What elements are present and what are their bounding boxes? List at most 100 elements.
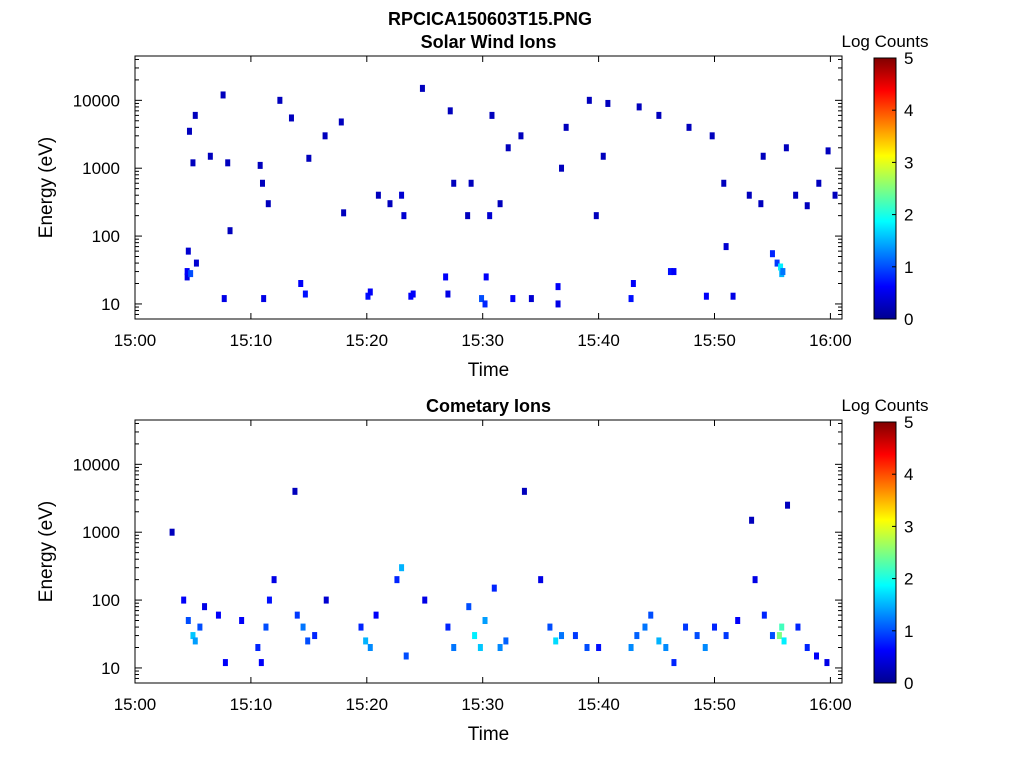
x-tick-label: 15:00 [114,331,157,350]
heatmap-cell [730,292,736,300]
x-tick-label: 16:00 [809,695,852,714]
heatmap-cell [785,501,791,509]
heatmap-cell [596,644,602,652]
heatmap-cell [445,290,451,298]
panel-title: Cometary Ions [426,396,551,416]
heatmap-cell [721,179,727,187]
y-tick-label: 100 [92,591,120,610]
heatmap-cell [341,209,347,217]
heatmap-cell [277,96,283,104]
y-tick-label: 10 [101,295,120,314]
heatmap-cell [365,292,371,300]
heatmap-cell [298,280,304,288]
colorbar-label: Log Counts [842,396,929,415]
heatmap-cell [258,659,264,667]
heatmap-cell [257,161,263,169]
heatmap-cell [363,637,369,645]
colorbar-tick-label: 4 [904,465,913,484]
heatmap-cell [774,259,780,267]
heatmap-cell [367,644,373,652]
panel-title: Solar Wind Ions [421,32,557,52]
heatmap-cell [288,114,294,122]
heatmap-cell [266,596,272,604]
heatmap-cell [477,644,483,652]
heatmap-cell [184,273,190,281]
heatmap-cell [510,295,516,303]
heatmap-cell [487,212,493,220]
heatmap-cell [422,596,428,604]
heatmap-cell [419,84,425,92]
heatmap-cells [169,487,830,667]
heatmap-cell [559,632,565,640]
heatmap-cell [323,596,329,604]
heatmap-cell [804,644,810,652]
heatmap-cell [605,99,611,107]
heatmap-cell [816,179,822,187]
x-tick-label: 15:20 [346,331,389,350]
heatmap-cell [306,154,312,162]
heatmap-cell [761,611,767,619]
heatmap-cells [184,84,838,308]
heatmap-cell [694,632,700,640]
heatmap-cell [239,617,245,625]
heatmap-cell [186,127,192,135]
colorbar [873,421,897,684]
heatmap-cell [735,617,741,625]
x-tick-label: 15:00 [114,695,157,714]
heatmap-cell [271,576,277,584]
heatmap-cell [814,652,820,660]
x-tick-label: 15:10 [230,695,273,714]
heatmap-cell [225,159,231,167]
heatmap-cell [482,300,488,308]
colorbar-tick-label: 1 [904,258,913,277]
heatmap-cell [628,644,634,652]
heatmap-cell [769,250,775,258]
heatmap-cell [769,632,775,640]
heatmap-cell [709,132,715,140]
heatmap-cell [482,617,488,625]
colorbar-tick-label: 2 [904,570,913,589]
heatmap-cell [563,123,569,131]
heatmap-cell [451,179,457,187]
heatmap-cell [703,292,709,300]
heatmap-cell [559,164,565,172]
heatmap-cell [497,644,503,652]
heatmap-cell [221,295,227,303]
heatmap-cell [584,644,590,652]
heatmap-cell [778,263,784,271]
heatmap-cell [795,623,801,631]
x-tick-label: 15:20 [346,695,389,714]
heatmap-cell [220,91,226,99]
x-tick-label: 16:00 [809,331,852,350]
heatmap-cell [671,659,677,667]
heatmap-cell [261,295,267,303]
heatmap-cell [338,118,344,126]
heatmap-cell [302,290,308,298]
heatmap-cell [207,152,213,160]
heatmap-cell [723,632,729,640]
heatmap-cell [263,623,269,631]
heatmap-cell [255,644,261,652]
heatmap-cell [190,159,196,167]
x-tick-label: 15:30 [461,695,504,714]
heatmap-cell [521,487,527,495]
heatmap-cell [683,623,689,631]
heatmap-cell [468,179,474,187]
heatmap-cell [188,270,194,278]
colorbar [873,57,897,320]
heatmap-cell [322,132,328,140]
heatmap-cell [192,111,198,119]
heatmap-cell [702,644,708,652]
colorbar-tick-label: 3 [904,153,913,172]
x-tick-label: 15:30 [461,331,504,350]
y-tick-label: 10000 [73,91,120,110]
heatmap-cell [793,191,799,199]
heatmap-cell [593,212,599,220]
x-axis-label: Time [468,724,510,745]
heatmap-cell [184,268,190,276]
heatmap-cell [779,623,785,631]
colorbar-label: Log Counts [842,32,929,51]
heatmap-cell [760,152,766,160]
heatmap-cell [528,295,534,303]
